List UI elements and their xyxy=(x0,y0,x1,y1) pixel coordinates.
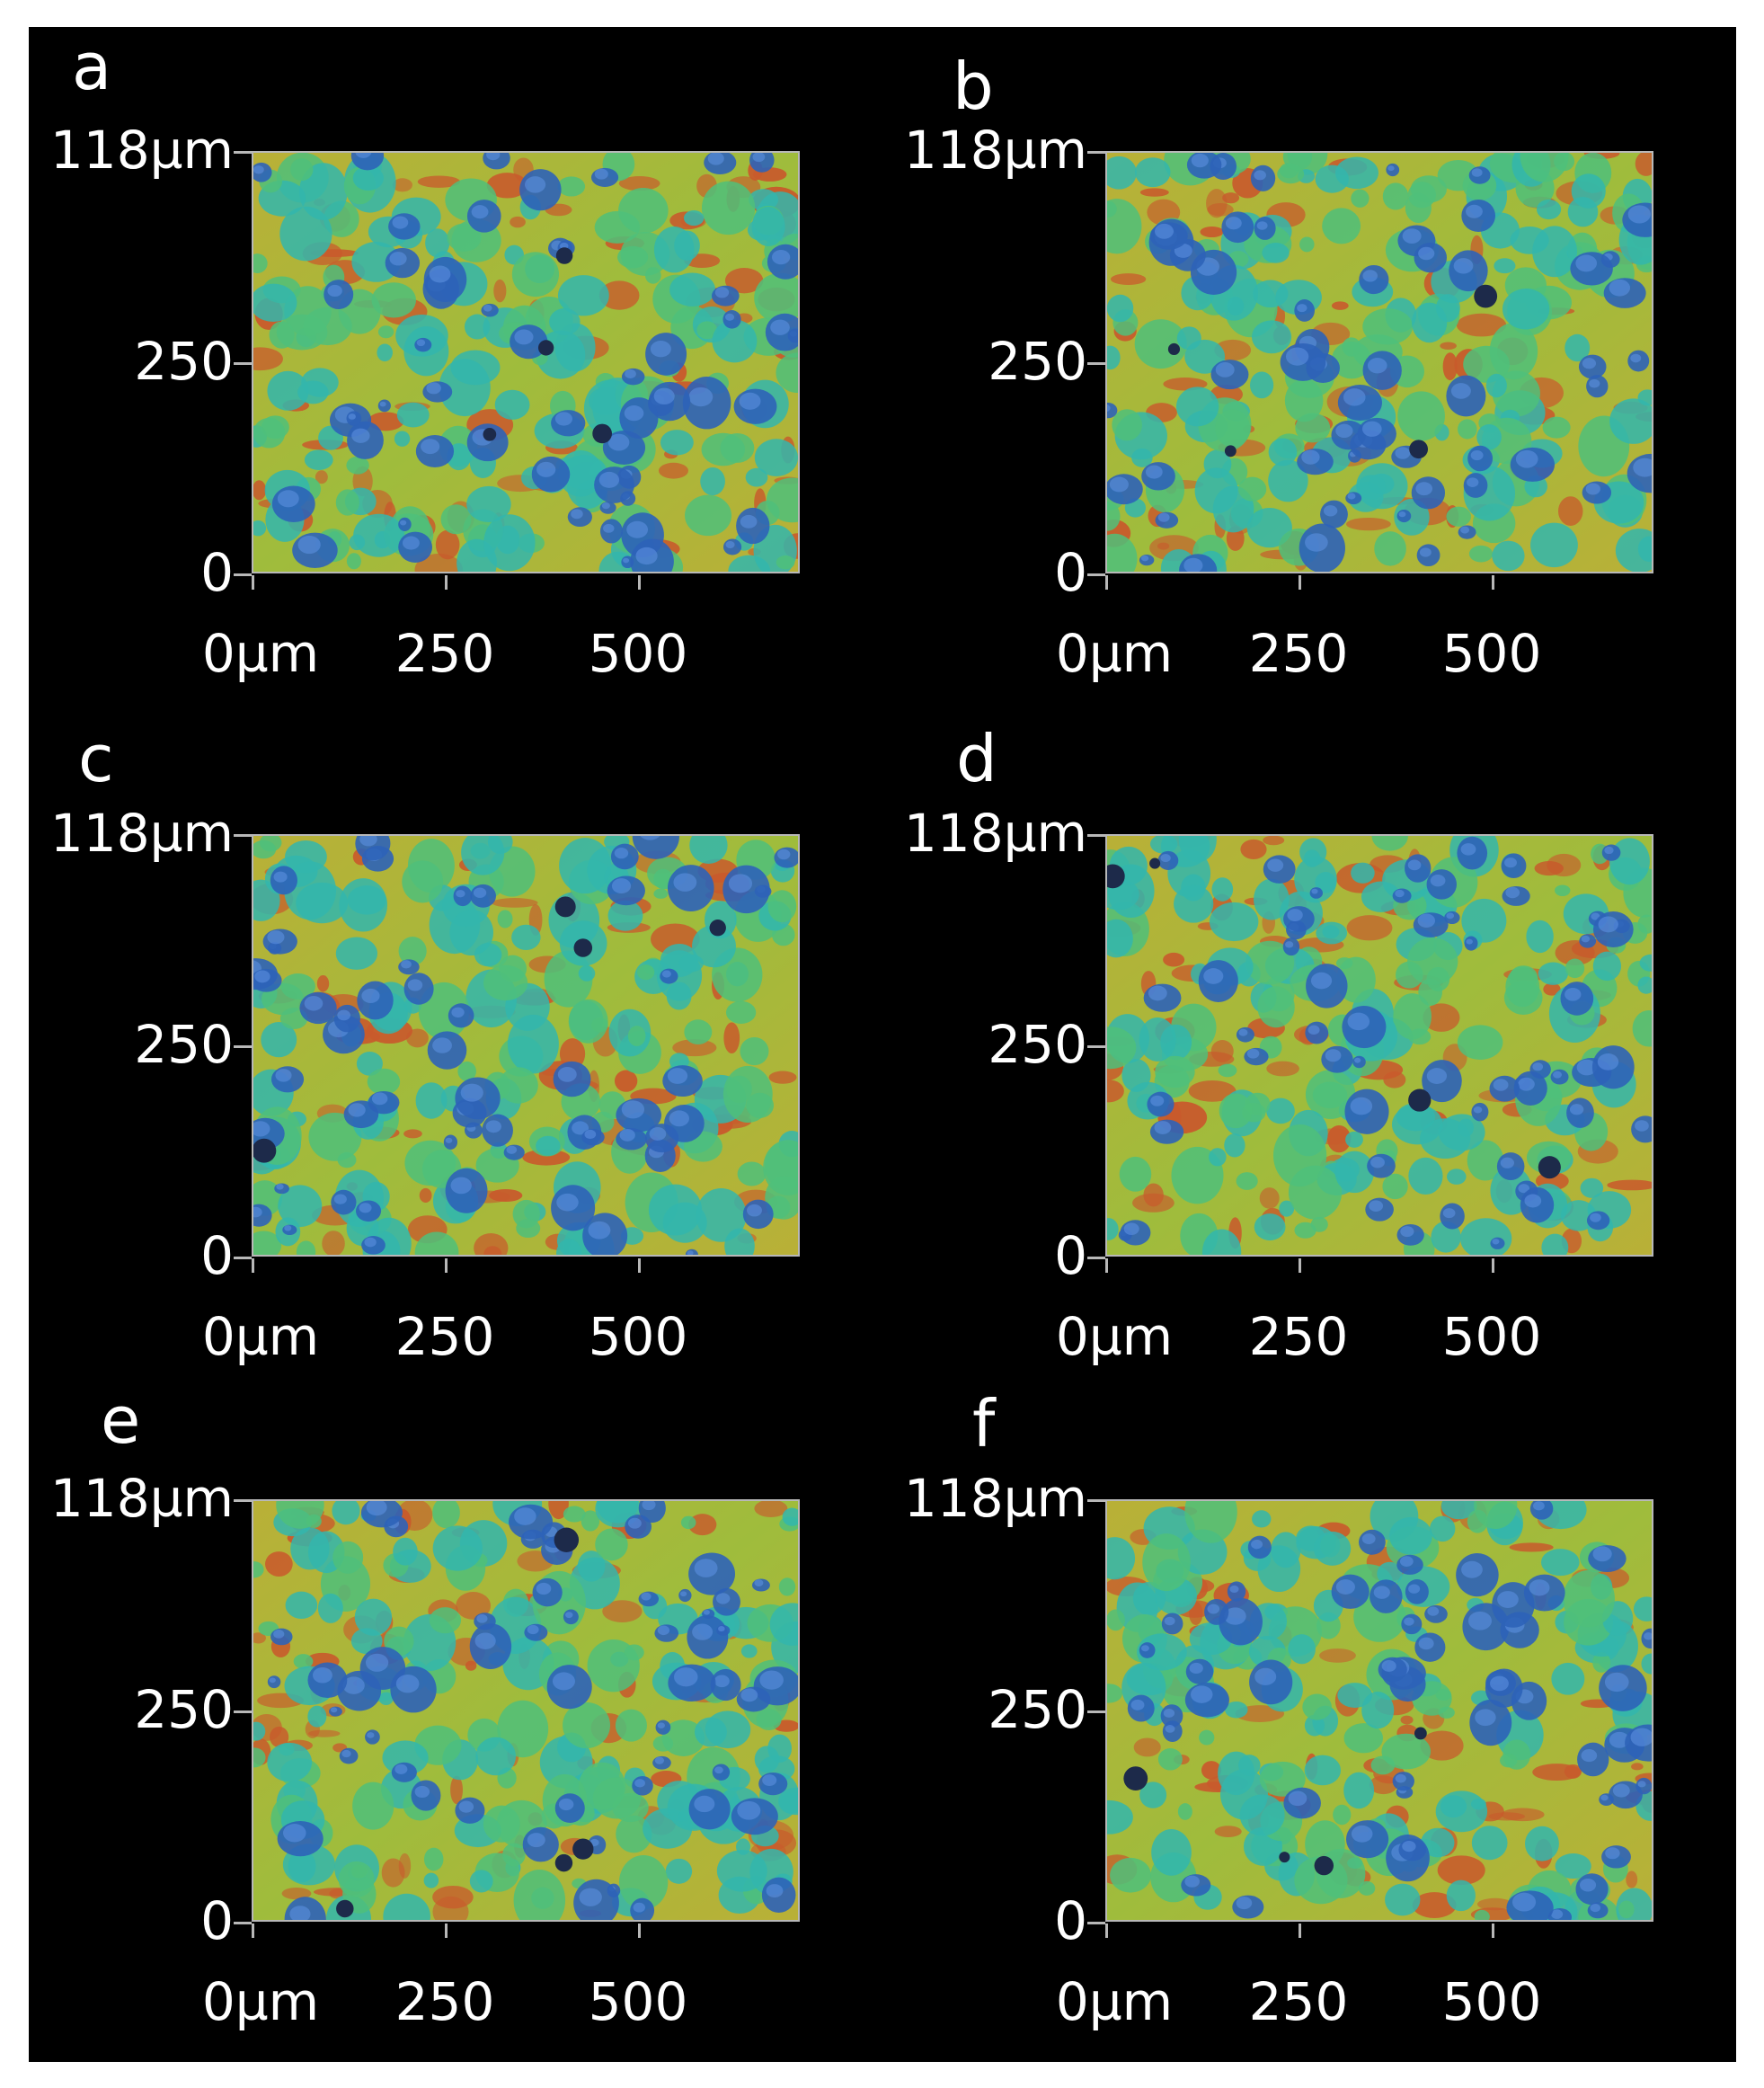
surface-height-map xyxy=(1105,151,1653,573)
y-tick-label: 250 xyxy=(134,331,234,392)
y-tick-label: 250 xyxy=(988,1679,1087,1740)
surface-image xyxy=(253,836,798,1255)
x-tick xyxy=(1105,1924,1108,1938)
y-tick xyxy=(234,834,252,837)
y-tick xyxy=(1087,1045,1105,1048)
x-tick-label: 500 xyxy=(1441,1306,1542,1367)
x-tick-label: 500 xyxy=(1441,1971,1542,2032)
y-tick xyxy=(1087,1499,1105,1502)
x-tick xyxy=(1492,1258,1494,1273)
panel-letter: b xyxy=(953,49,994,124)
y-tick xyxy=(1087,834,1105,837)
surface-height-map xyxy=(1105,834,1653,1257)
x-tick-label: 500 xyxy=(588,1971,688,2032)
x-tick-label: 250 xyxy=(1248,1306,1349,1367)
y-tick xyxy=(1087,573,1105,576)
surface-image xyxy=(253,1501,798,1920)
panel-b: b 118µm 250 0 0µm 250 500 xyxy=(882,27,1736,706)
panel-letter: c xyxy=(78,721,114,796)
y-tick-label: 250 xyxy=(988,331,1087,392)
y-tick-label: 0 xyxy=(1054,1225,1087,1286)
x-tick-label: 500 xyxy=(1441,623,1542,684)
x-tick-label: 0µm xyxy=(1055,623,1174,684)
panel-letter: e xyxy=(101,1382,141,1458)
x-tick-label: 250 xyxy=(1248,1971,1349,2032)
x-tick xyxy=(1492,1924,1494,1938)
x-tick xyxy=(638,1924,641,1938)
y-tick xyxy=(1087,1922,1105,1924)
y-tick-label: 118µm xyxy=(903,1468,1087,1529)
y-tick xyxy=(234,1710,252,1713)
y-tick-label: 0 xyxy=(1054,542,1087,603)
x-tick-label: 250 xyxy=(1248,623,1349,684)
x-tick xyxy=(445,575,448,590)
y-tick xyxy=(234,1922,252,1924)
y-tick xyxy=(1087,1257,1105,1259)
y-tick-label: 250 xyxy=(134,1014,234,1075)
y-tick xyxy=(234,1257,252,1259)
panel-e: e 118µm 250 0 0µm 250 500 xyxy=(29,1375,882,2054)
y-tick xyxy=(1087,362,1105,365)
x-tick-label: 0µm xyxy=(1055,1971,1174,2032)
x-tick-label: 250 xyxy=(394,623,495,684)
surface-image xyxy=(1107,1501,1652,1920)
y-tick xyxy=(234,151,252,154)
x-tick xyxy=(252,1924,254,1938)
x-tick xyxy=(1299,575,1301,590)
y-tick-label: 0 xyxy=(200,542,234,603)
surface-image xyxy=(253,153,798,572)
x-tick-label: 0µm xyxy=(1055,1306,1174,1367)
x-tick xyxy=(1105,1258,1108,1273)
surface-height-map xyxy=(252,834,800,1257)
surface-height-map xyxy=(1105,1499,1653,1922)
y-tick-label: 118µm xyxy=(49,1468,234,1529)
y-tick-label: 118µm xyxy=(903,803,1087,864)
y-tick-label: 0 xyxy=(1054,1890,1087,1951)
x-tick-label: 500 xyxy=(588,623,688,684)
figure-grid: a 118µm 250 0 0µm 250 500 b 118µm 250 0 0µm 250 500 c 1… xyxy=(29,27,1736,2062)
y-tick-label: 250 xyxy=(988,1014,1087,1075)
x-tick xyxy=(1492,575,1494,590)
surface-image xyxy=(1107,153,1652,572)
x-tick-label: 500 xyxy=(588,1306,688,1367)
x-tick xyxy=(445,1924,448,1938)
x-tick xyxy=(1299,1924,1301,1938)
x-tick xyxy=(638,575,641,590)
panel-letter: d xyxy=(956,721,997,796)
x-tick-label: 250 xyxy=(394,1306,495,1367)
y-tick-label: 0 xyxy=(200,1890,234,1951)
y-tick xyxy=(234,362,252,365)
x-tick xyxy=(252,1258,254,1273)
panel-f: f 118µm 250 0 0µm 250 500 xyxy=(882,1375,1736,2054)
y-tick xyxy=(234,1499,252,1502)
panel-d: d 118µm 250 0 0µm 250 500 xyxy=(882,710,1736,1389)
x-tick-label: 0µm xyxy=(201,1971,320,2032)
y-tick-label: 118µm xyxy=(903,120,1087,181)
x-tick xyxy=(252,575,254,590)
surface-image xyxy=(1107,836,1652,1255)
panel-a: a 118µm 250 0 0µm 250 500 xyxy=(29,27,882,706)
panel-letter: f xyxy=(972,1386,996,1462)
x-tick xyxy=(1105,575,1108,590)
x-tick-label: 0µm xyxy=(201,623,320,684)
y-tick-label: 250 xyxy=(134,1679,234,1740)
x-tick xyxy=(1299,1258,1301,1273)
x-tick-label: 250 xyxy=(394,1971,495,2032)
surface-height-map xyxy=(252,151,800,573)
panel-c: c 118µm 250 0 0µm 250 500 xyxy=(29,710,882,1389)
y-tick xyxy=(234,573,252,576)
x-tick-label: 0µm xyxy=(201,1306,320,1367)
panel-letter: a xyxy=(72,29,112,104)
y-tick xyxy=(234,1045,252,1048)
y-tick-label: 0 xyxy=(200,1225,234,1286)
y-tick xyxy=(1087,1710,1105,1713)
surface-height-map xyxy=(252,1499,800,1922)
y-tick xyxy=(1087,151,1105,154)
y-tick-label: 118µm xyxy=(49,120,234,181)
y-tick-label: 118µm xyxy=(49,803,234,864)
x-tick xyxy=(638,1258,641,1273)
x-tick xyxy=(445,1258,448,1273)
